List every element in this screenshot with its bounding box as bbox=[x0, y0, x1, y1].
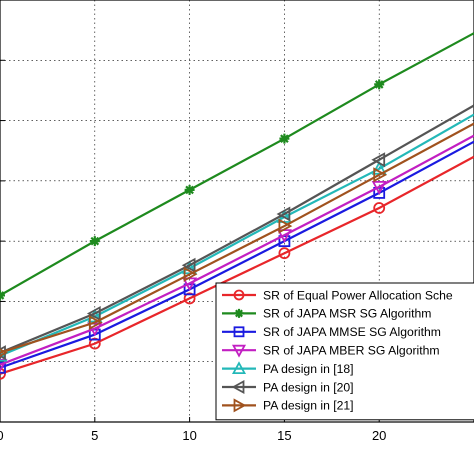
legend-label: SR of Equal Power Allocation Sche bbox=[263, 288, 453, 302]
data-point bbox=[371, 152, 386, 168]
data-point bbox=[183, 266, 198, 282]
x-tick-label: 10 bbox=[182, 428, 196, 443]
data-point bbox=[231, 361, 247, 375]
series-line bbox=[0, 134, 474, 366]
series-5 bbox=[0, 104, 474, 361]
series-1 bbox=[0, 32, 474, 301]
data-point bbox=[373, 167, 388, 183]
legend-item: SR of JAPA MBER SG Algorithm bbox=[222, 344, 440, 358]
legend-box bbox=[215, 282, 474, 421]
series-line bbox=[0, 104, 474, 354]
series-0 bbox=[0, 155, 474, 380]
data-point bbox=[233, 326, 245, 338]
legend-label: PA design in [20] bbox=[263, 380, 354, 394]
data-point bbox=[88, 337, 101, 350]
plot-frame bbox=[0, 0, 474, 423]
data-point bbox=[278, 218, 293, 234]
data-point bbox=[233, 289, 245, 301]
x-tick-label: 20 bbox=[372, 428, 386, 443]
x-tick-label: 0 bbox=[0, 428, 4, 443]
series-line bbox=[0, 32, 474, 297]
data-point bbox=[0, 367, 6, 380]
data-point bbox=[234, 308, 244, 318]
data-point bbox=[183, 292, 196, 305]
legend-item: PA design in [20] bbox=[222, 379, 354, 395]
series-line bbox=[0, 140, 474, 369]
x-tick-label: 15 bbox=[277, 428, 291, 443]
data-point bbox=[278, 247, 291, 260]
series-line bbox=[0, 155, 474, 375]
legend-label: PA design in [21] bbox=[263, 399, 354, 413]
data-point bbox=[371, 180, 387, 195]
series-line bbox=[0, 113, 474, 357]
data-point bbox=[181, 257, 196, 273]
x-tick-label: 5 bbox=[91, 428, 98, 443]
legend: SR of Equal Power Allocation Sche SR of J… bbox=[215, 282, 474, 421]
data-point bbox=[89, 236, 100, 247]
data-point bbox=[231, 344, 247, 358]
legend-item: PA design in [21] bbox=[222, 398, 354, 413]
data-point bbox=[279, 133, 290, 144]
series-line bbox=[0, 122, 474, 354]
data-point bbox=[0, 361, 6, 374]
series-layer bbox=[0, 32, 474, 380]
data-point bbox=[0, 348, 8, 357]
legend-label: SR of JAPA MBER SG Algorithm bbox=[263, 344, 440, 358]
data-point bbox=[86, 305, 101, 322]
data-point bbox=[276, 206, 291, 222]
legend-item: SR of JAPA MSR SG Algorithm bbox=[222, 307, 431, 321]
legend-item: PA design in [18] bbox=[222, 361, 354, 376]
legend-label: SR of JAPA MMSE SG Algorithm bbox=[263, 325, 441, 339]
data-point bbox=[88, 315, 103, 331]
axis-ticks: 0 5 10 15 20 bbox=[0, 59, 386, 443]
legend-label: PA design in [18] bbox=[263, 362, 354, 376]
data-point bbox=[231, 379, 245, 395]
series-6 bbox=[0, 122, 474, 357]
data-point bbox=[0, 358, 8, 373]
legend-item: SR of Equal Power Allocation Sche bbox=[222, 288, 453, 302]
data-point bbox=[233, 398, 247, 413]
legend-item: SR of JAPA MMSE SG Algorithm bbox=[222, 325, 441, 339]
data-point bbox=[184, 184, 195, 195]
data-point bbox=[374, 79, 385, 90]
data-point bbox=[373, 202, 386, 214]
legend-label: SR of JAPA MSR SG Algorithm bbox=[263, 307, 431, 321]
